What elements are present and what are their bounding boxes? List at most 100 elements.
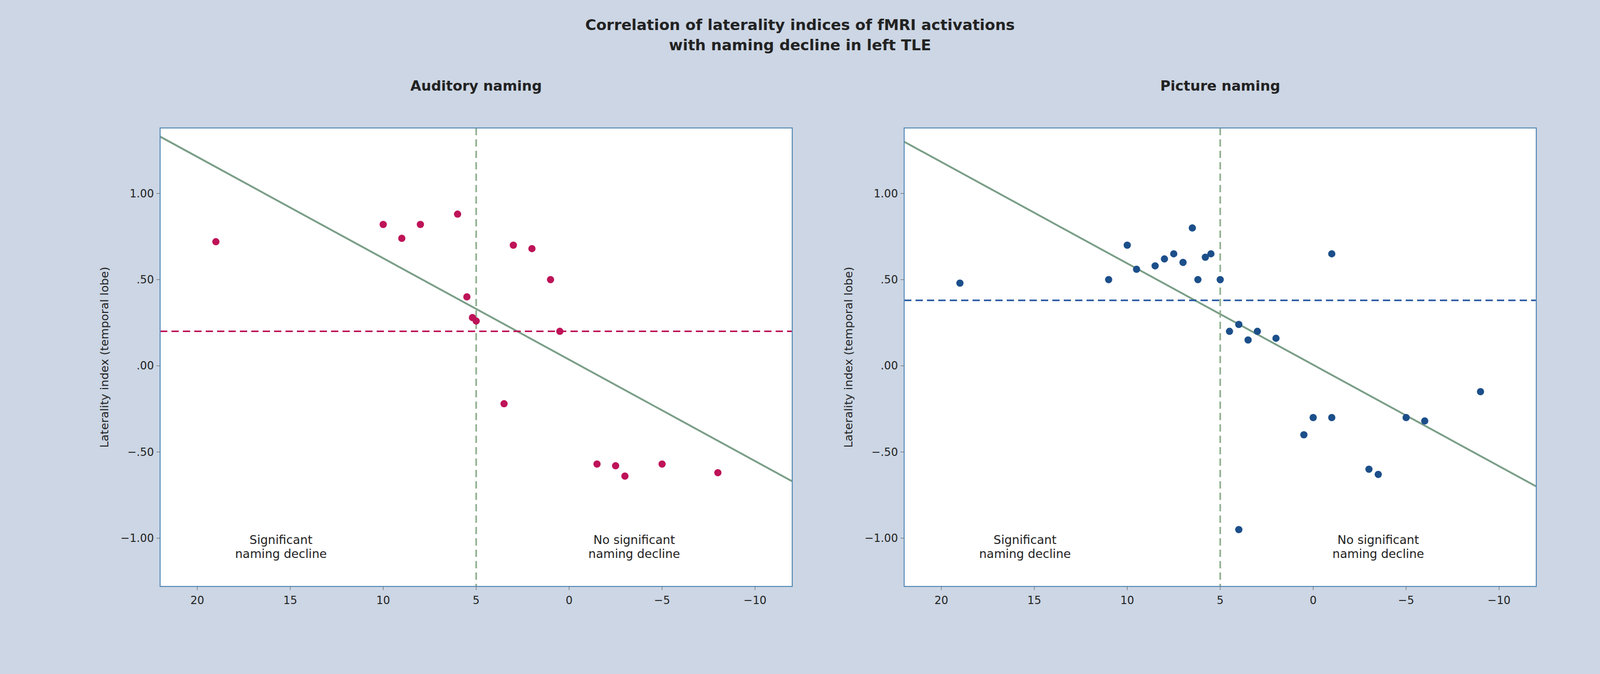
point	[1327, 413, 1336, 422]
tick-label: 0	[1309, 594, 1317, 607]
point	[1133, 265, 1141, 274]
tick	[1220, 586, 1221, 591]
tick	[1498, 586, 1500, 591]
point	[658, 460, 666, 468]
tick	[382, 586, 384, 591]
plot-area	[904, 127, 1537, 587]
tick	[754, 586, 756, 591]
frame	[160, 127, 793, 587]
tick-label: 20	[190, 594, 205, 607]
title-line: Correlation of laterality indices of fMR…	[584, 16, 1015, 34]
point	[1300, 431, 1308, 439]
point	[212, 238, 220, 246]
tick	[900, 451, 905, 453]
point	[416, 220, 424, 228]
point	[379, 220, 388, 228]
text-line: naming decline	[979, 547, 1071, 561]
tick	[1405, 586, 1407, 591]
tick	[900, 193, 905, 194]
title: Correlation of laterality indices of fMR…	[584, 16, 1015, 54]
axis-label: Laterality index (temporal lobe)	[841, 266, 855, 448]
point	[528, 245, 536, 253]
tick-label: −1.00	[864, 532, 898, 545]
point	[555, 327, 564, 336]
point	[713, 468, 722, 477]
tick-label: −5	[1397, 594, 1414, 607]
annotation: Significantnaming decline	[235, 533, 327, 562]
panel: Picture naming20151050−5−10−1.00−.50.00.…	[841, 77, 1537, 607]
tick	[900, 279, 905, 280]
point	[1123, 241, 1132, 249]
tick-label: −10	[1487, 594, 1511, 607]
tick-label: −1.00	[120, 532, 154, 545]
marks	[160, 127, 793, 587]
tick	[1126, 586, 1128, 591]
point	[1309, 413, 1317, 422]
point	[1253, 327, 1262, 336]
tick-label: 5	[472, 594, 480, 607]
point	[611, 462, 620, 470]
point	[1374, 470, 1382, 479]
subtitle: Picture naming	[1160, 77, 1281, 94]
point	[397, 234, 406, 242]
point	[453, 210, 462, 218]
chart: Correlation of laterality indices of fMR…	[0, 0, 1600, 674]
tick-label: 5	[1216, 594, 1224, 607]
tick-label: −10	[743, 594, 767, 607]
point	[509, 241, 518, 249]
axis-label: Laterality index (temporal lobe)	[97, 266, 111, 448]
tick	[476, 586, 477, 591]
point	[1151, 262, 1159, 270]
background	[0, 0, 1600, 674]
annotation: Significantnaming decline	[979, 533, 1071, 562]
tick-label: .50	[136, 273, 154, 287]
point	[463, 293, 471, 301]
tick	[900, 537, 905, 539]
tick-label: 10	[376, 594, 391, 607]
plot-area	[160, 127, 793, 587]
tick	[1312, 586, 1314, 591]
text-line: naming decline	[588, 547, 681, 561]
point	[1365, 465, 1373, 474]
point	[1235, 525, 1243, 534]
tick	[196, 586, 198, 591]
tick-label: 0	[565, 594, 573, 607]
subtitle: Auditory naming	[410, 77, 542, 94]
text-line: Significant	[249, 533, 313, 547]
point	[1216, 276, 1224, 284]
tick	[156, 537, 161, 539]
tick	[156, 451, 161, 453]
tick-label: −.50	[871, 446, 898, 459]
tick-label: 15	[1027, 594, 1042, 607]
tick	[290, 586, 291, 591]
point	[1421, 417, 1429, 425]
tick	[568, 586, 570, 591]
tick	[1034, 586, 1035, 591]
reference-line	[1219, 127, 1222, 587]
point	[1476, 388, 1484, 396]
frame	[904, 127, 1537, 587]
tick-label: −5	[653, 594, 670, 607]
point	[500, 400, 508, 408]
tick-label: −.50	[127, 446, 154, 459]
panel: Auditory naming20151050−5−10−1.00−.50.00…	[97, 77, 793, 607]
point	[621, 472, 629, 480]
point	[547, 276, 555, 284]
tick-label: 1.00	[873, 187, 898, 200]
text-line: naming decline	[1332, 547, 1425, 561]
point	[1160, 255, 1168, 263]
tick-label: 15	[283, 594, 298, 607]
tick	[661, 586, 663, 591]
page: {"chart_data": [ {"type": "scatter", "ti…	[0, 0, 1600, 674]
point	[1207, 250, 1215, 258]
annotation: No significantnaming decline	[588, 533, 681, 562]
point	[1169, 250, 1178, 258]
tick	[900, 365, 905, 367]
text-line: No significant	[1337, 533, 1419, 547]
point	[1188, 224, 1196, 232]
tick-label: 10	[1120, 594, 1135, 607]
tick-label: .00	[880, 359, 898, 373]
title-line: with naming decline in left TLE	[668, 36, 932, 54]
point	[1235, 320, 1243, 328]
reference-line	[475, 127, 478, 587]
